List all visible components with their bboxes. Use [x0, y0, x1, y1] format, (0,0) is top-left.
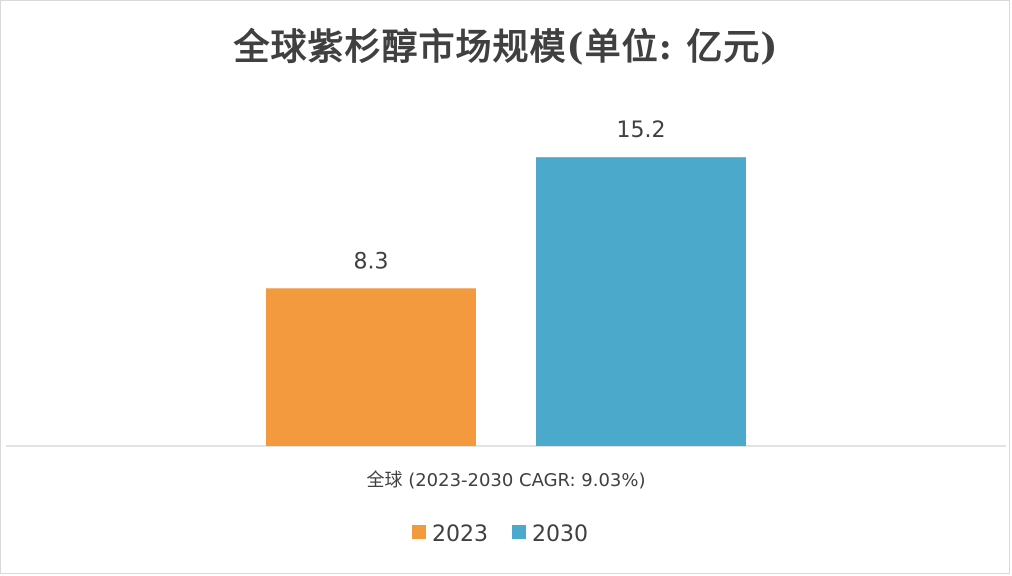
category-label: 全球 (2023-2030 CAGR: 9.03%)	[366, 470, 645, 491]
data-label-2023: 8.3	[354, 249, 389, 274]
chart-title: 全球紫杉醇市场规模(单位: 亿元)	[233, 26, 779, 68]
legend-swatch-2030	[512, 525, 526, 539]
legend-label-2030: 2030	[532, 522, 588, 547]
bar-2023	[266, 288, 476, 446]
legend-label-2023: 2023	[432, 522, 488, 547]
data-label-2030: 15.2	[617, 118, 666, 143]
bar-2030	[536, 157, 746, 446]
legend-swatch-2023	[412, 525, 426, 539]
